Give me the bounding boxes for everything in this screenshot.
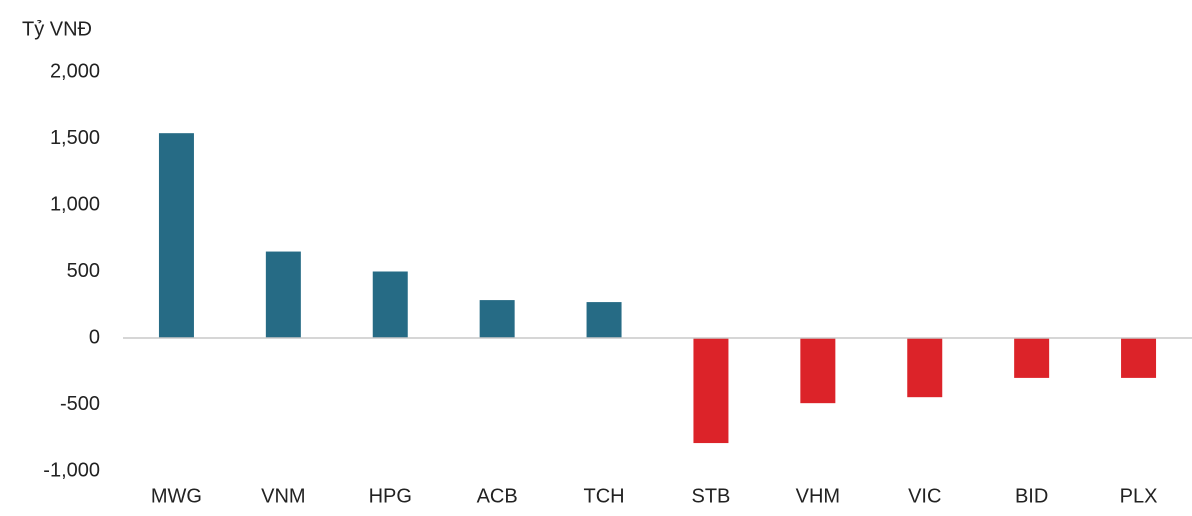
y-tick-label: 0	[89, 326, 100, 348]
x-tick-label: VIC	[908, 485, 941, 507]
x-tick-label: PLX	[1120, 485, 1158, 507]
bar	[800, 338, 836, 404]
y-tick-label: 1,000	[50, 193, 100, 215]
bar	[1014, 338, 1050, 378]
x-tick-label: MWG	[151, 485, 202, 507]
y-axis-label: Tỷ VNĐ	[22, 18, 92, 40]
x-tick-label: HPG	[369, 485, 412, 507]
bar	[907, 338, 943, 398]
y-tick-label: -500	[60, 393, 100, 415]
bar	[265, 251, 301, 338]
y-tick-label: 500	[67, 260, 100, 282]
x-tick-label: TCH	[583, 485, 624, 507]
x-tick-label: ACB	[477, 485, 518, 507]
bar	[693, 338, 729, 444]
y-tick-label: 2,000	[50, 60, 100, 82]
bar	[1121, 338, 1157, 378]
y-tick-label: 1,500	[50, 127, 100, 149]
x-tick-label: VNM	[261, 485, 305, 507]
x-tick-label: VHM	[796, 485, 840, 507]
x-tick-label: STB	[691, 485, 730, 507]
bar	[158, 133, 194, 338]
x-tick-label: BID	[1015, 485, 1048, 507]
y-tick-label: -1,000	[43, 459, 100, 481]
bar	[479, 300, 515, 338]
bar	[586, 302, 622, 338]
bar	[372, 271, 408, 338]
